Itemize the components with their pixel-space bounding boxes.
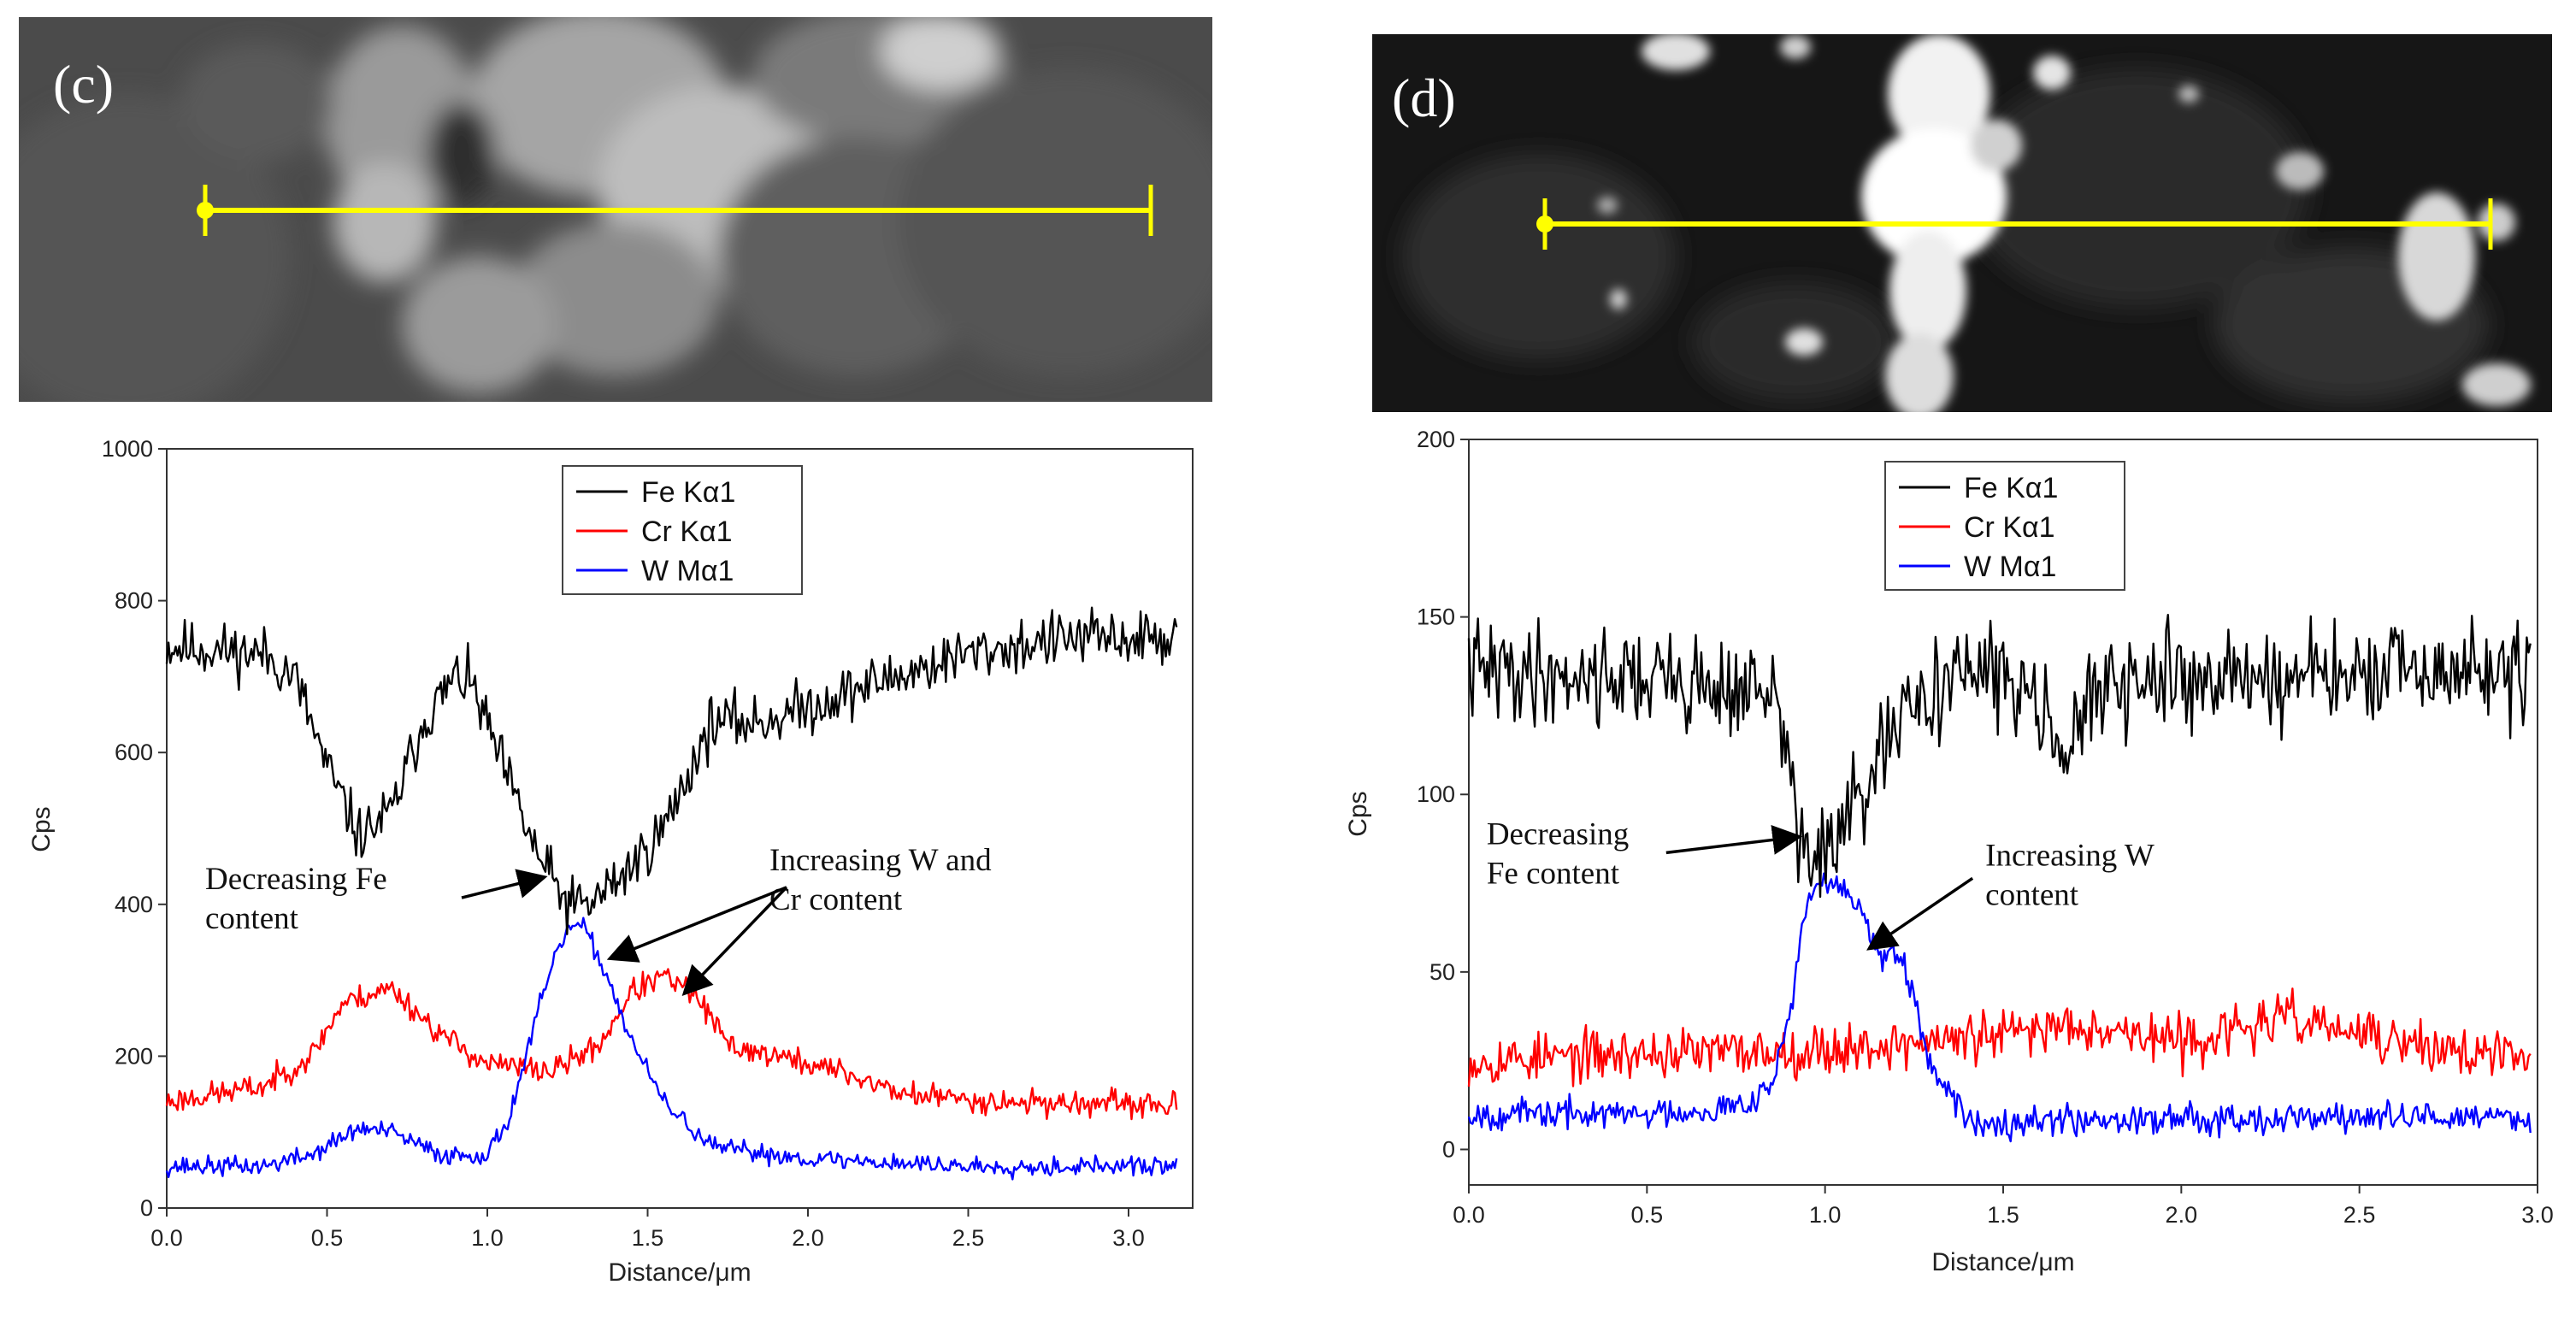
annotation-arrow bbox=[606, 886, 787, 963]
annotation-text: Decreasing Fe bbox=[205, 862, 387, 897]
series-line-fe bbox=[165, 606, 1178, 935]
line-profile-chart-d: 0 50 100 150 200 0.0 0.5 1.0 1.5 2.0 2.5 3.0 Distanc… bbox=[1344, 427, 2554, 1276]
panel-label-d: (d) bbox=[1392, 68, 1456, 128]
y-tick-label: 150 bbox=[1417, 604, 1455, 630]
annotation: Increasing W content bbox=[1866, 838, 2155, 951]
annotation-text: Cr content bbox=[769, 882, 903, 917]
x-tick-label: 2.0 bbox=[792, 1225, 824, 1251]
x-tick-label: 1.5 bbox=[632, 1225, 664, 1251]
x-axis-label: Distance/μm bbox=[608, 1258, 751, 1287]
legend-entry: Cr Kα1 bbox=[641, 516, 733, 548]
series-line-fe bbox=[1467, 614, 2532, 899]
legend-entry: Fe Kα1 bbox=[641, 476, 735, 509]
annotation-text: content bbox=[205, 901, 299, 936]
y-tick-label: 600 bbox=[115, 740, 153, 765]
annotation-text: Fe content bbox=[1487, 856, 1620, 891]
annotation-arrow bbox=[681, 886, 788, 996]
y-tick-label: 400 bbox=[115, 892, 153, 917]
y-axis-label: Cps bbox=[1344, 791, 1372, 836]
y-tick-label: 200 bbox=[1417, 427, 1455, 452]
annotation-arrow bbox=[1866, 876, 1974, 951]
x-tick-label: 1.5 bbox=[1987, 1202, 2019, 1228]
annotation-arrow bbox=[461, 869, 548, 899]
legend-entry: W Mα1 bbox=[641, 555, 734, 587]
annotation: Increasing W and Cr content bbox=[606, 843, 992, 996]
x-tick-label: 3.0 bbox=[2521, 1202, 2554, 1228]
y-tick-label: 1000 bbox=[102, 436, 153, 462]
x-tick-label: 1.0 bbox=[1809, 1202, 1842, 1228]
annotation-text: Increasing W and bbox=[769, 843, 992, 878]
legend-entry: W Mα1 bbox=[1964, 551, 2056, 583]
y-axis-label: Cps bbox=[27, 806, 56, 852]
annotation-text: content bbox=[1985, 877, 2079, 912]
legend-entry: Cr Kα1 bbox=[1964, 511, 2055, 544]
panel-label-c: (c) bbox=[53, 54, 114, 115]
annotation: Decreasing Fe content bbox=[205, 862, 548, 936]
plot-frame bbox=[166, 448, 1194, 1209]
series-line-cr bbox=[165, 968, 1178, 1121]
sem-image-c bbox=[19, 17, 1212, 402]
x-tick-label: 1.0 bbox=[471, 1225, 504, 1251]
x-axis-label: Distance/μm bbox=[1931, 1248, 2074, 1276]
y-tick-label: 0 bbox=[140, 1195, 153, 1221]
x-tick-label: 2.5 bbox=[952, 1225, 985, 1251]
y-tick-label: 50 bbox=[1429, 959, 1455, 985]
y-tick-label: 100 bbox=[1417, 781, 1455, 807]
annotation-text: Increasing W bbox=[1985, 838, 2155, 873]
x-tick-label: 0.5 bbox=[1631, 1202, 1664, 1228]
x-tick-label: 0.0 bbox=[150, 1225, 183, 1251]
annotation-arrow bbox=[1665, 825, 1803, 855]
series-line-cr bbox=[1467, 987, 2532, 1087]
scan-line-c bbox=[197, 185, 1153, 236]
x-tick-label: 0.0 bbox=[1453, 1202, 1485, 1228]
annotation-text: Decreasing bbox=[1487, 816, 1629, 852]
scan-line-d bbox=[1536, 198, 2493, 250]
legend: Fe Kα1 Cr Kα1 W Mα1 bbox=[1884, 461, 2125, 591]
line-profile-chart-c: 0 200 400 600 800 1000 0.0 0.5 1.0 1.5 2.0 2.5 3.0 Di… bbox=[27, 436, 1194, 1287]
y-tick-label: 800 bbox=[115, 588, 153, 614]
annotation: Decreasing Fe content bbox=[1487, 816, 1803, 891]
series-line-w bbox=[1467, 872, 2532, 1143]
y-tick-label: 0 bbox=[1442, 1136, 1455, 1162]
x-tick-label: 0.5 bbox=[311, 1225, 344, 1251]
x-tick-label: 2.5 bbox=[2343, 1202, 2376, 1228]
series-line-w bbox=[165, 916, 1178, 1181]
legend-entry: Fe Kα1 bbox=[1964, 472, 2058, 504]
y-tick-label: 200 bbox=[115, 1043, 153, 1069]
legend: Fe Kα1 Cr Kα1 W Mα1 bbox=[562, 465, 803, 595]
x-tick-label: 3.0 bbox=[1112, 1225, 1145, 1251]
x-tick-label: 2.0 bbox=[2166, 1202, 2198, 1228]
